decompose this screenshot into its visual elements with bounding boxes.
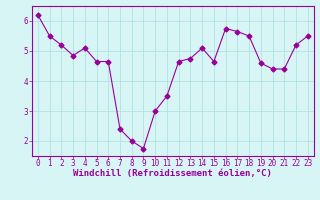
X-axis label: Windchill (Refroidissement éolien,°C): Windchill (Refroidissement éolien,°C)	[73, 169, 272, 178]
